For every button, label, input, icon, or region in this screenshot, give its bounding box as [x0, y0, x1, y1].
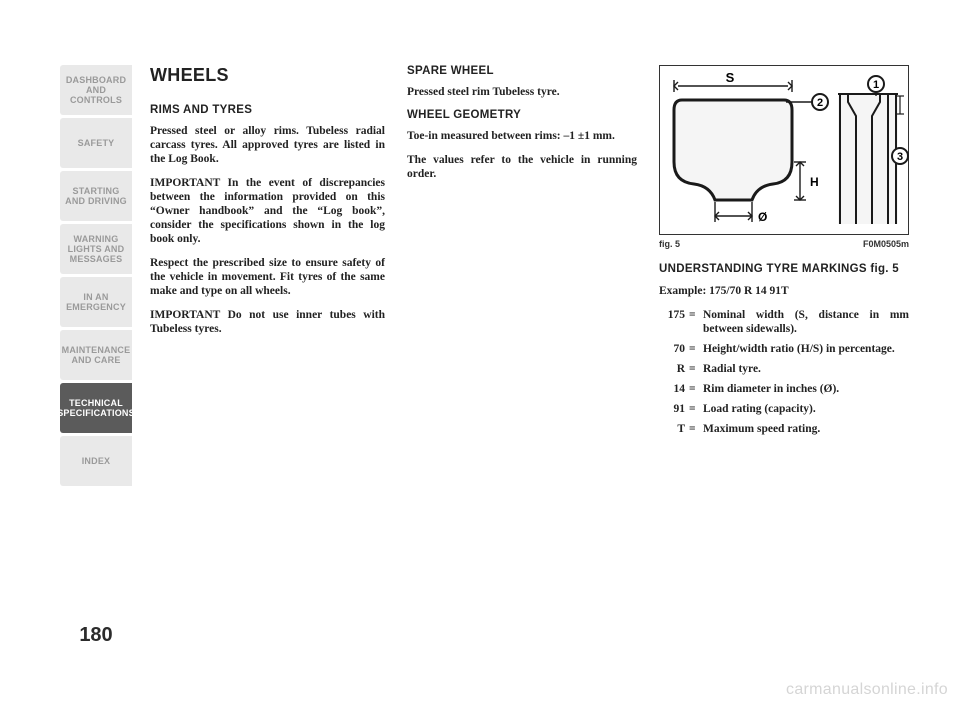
paragraph-important: IMPORTANT In the event of discrepancies …	[150, 176, 385, 246]
def-text: Nominal width (S, distance in mm between…	[703, 308, 909, 336]
def-row: 14 = Rim diameter in inches (Ø).	[659, 382, 909, 396]
content: WHEELS RIMS AND TYRES Pressed steel or a…	[132, 65, 909, 655]
def-row: 70 = Height/width ratio (H/S) in percent…	[659, 342, 909, 356]
paragraph: Pressed steel or alloy rims. Tubeless ra…	[150, 124, 385, 166]
label-n1: 1	[873, 79, 879, 91]
definition-list: 175 = Nominal width (S, distance in mm b…	[659, 308, 909, 436]
def-eq: =	[689, 308, 703, 336]
label-s: S	[726, 70, 735, 85]
column-2: SPARE WHEEL Pressed steel rim Tubeless t…	[407, 65, 637, 655]
paragraph: Respect the prescribed size to ensure sa…	[150, 256, 385, 298]
def-term: T	[659, 422, 689, 436]
figure-tyre-markings: S H Ø	[659, 65, 909, 235]
tab-label: MAINTENANCEAND CARE	[62, 345, 131, 365]
label-n2: 2	[817, 97, 823, 109]
def-eq: =	[689, 422, 703, 436]
tab-in-an-emergency[interactable]: IN ANEMERGENCY	[60, 277, 132, 327]
def-text: Height/width ratio (H/S) in percentage.	[703, 342, 909, 356]
paragraph-important: IMPORTANT Do not use inner tubes with Tu…	[150, 308, 385, 336]
paragraph: Toe-in measured between rims: –1 ±1 mm.	[407, 129, 637, 143]
def-row: 175 = Nominal width (S, distance in mm b…	[659, 308, 909, 336]
def-row: T = Maximum speed rating.	[659, 422, 909, 436]
page-number-box: 180	[60, 615, 132, 655]
def-row: 91 = Load rating (capacity).	[659, 402, 909, 416]
tab-label: TECHNICALSPECIFICATIONS	[57, 398, 135, 418]
tab-warning-lights-and-messages[interactable]: WARNINGLIGHTS ANDMESSAGES	[60, 224, 132, 274]
tab-label: STARTINGAND DRIVING	[65, 186, 127, 206]
heading-wheels: WHEELS	[150, 65, 385, 86]
def-text: Rim diameter in inches (Ø).	[703, 382, 909, 396]
def-row: R = Radial tyre.	[659, 362, 909, 376]
subheading-wheel-geometry: WHEEL GEOMETRY	[407, 109, 637, 121]
def-text: Load rating (capacity).	[703, 402, 909, 416]
figure-caption-left: fig. 5	[659, 239, 680, 249]
tab-label: WARNINGLIGHTS ANDMESSAGES	[68, 234, 125, 264]
tab-label: DASHBOARDAND CONTROLS	[60, 75, 132, 105]
def-eq: =	[689, 342, 703, 356]
paragraph: Pressed steel rim Tubeless tyre.	[407, 85, 637, 99]
column-1: WHEELS RIMS AND TYRES Pressed steel or a…	[150, 65, 385, 655]
tyre-diagram-svg: S H Ø	[660, 66, 910, 236]
tab-safety[interactable]: SAFETY	[60, 118, 132, 168]
def-term: 70	[659, 342, 689, 356]
label-h: H	[810, 175, 819, 189]
tab-starting-and-driving[interactable]: STARTINGAND DRIVING	[60, 171, 132, 221]
label-phi: Ø	[758, 210, 767, 224]
subheading-spare-wheel: SPARE WHEEL	[407, 65, 637, 77]
def-term: R	[659, 362, 689, 376]
figure-caption: fig. 5 F0M0505m	[659, 239, 909, 249]
tab-technical-specifications[interactable]: TECHNICALSPECIFICATIONS	[60, 383, 132, 433]
def-eq: =	[689, 362, 703, 376]
tab-label: SAFETY	[78, 138, 115, 148]
def-term: 175	[659, 308, 689, 336]
tab-maintenance-and-care[interactable]: MAINTENANCEAND CARE	[60, 330, 132, 380]
def-eq: =	[689, 402, 703, 416]
rim-section	[838, 94, 898, 224]
tab-label: INDEX	[82, 456, 111, 466]
tab-label: IN ANEMERGENCY	[66, 292, 126, 312]
page: DASHBOARDAND CONTROLS SAFETY STARTINGAND…	[60, 65, 900, 655]
subheading-understanding-tyre-markings: UNDERSTANDING TYRE MARKINGS fig. 5	[659, 263, 909, 276]
column-3: S H Ø	[659, 65, 909, 655]
def-eq: =	[689, 382, 703, 396]
figure-caption-right: F0M0505m	[863, 239, 909, 249]
label-n3: 3	[897, 151, 903, 163]
def-term: 91	[659, 402, 689, 416]
tab-index[interactable]: INDEX	[60, 436, 132, 486]
watermark: carmanualsonline.info	[786, 681, 948, 699]
def-text: Maximum speed rating.	[703, 422, 909, 436]
page-number: 180	[79, 624, 112, 647]
def-term: 14	[659, 382, 689, 396]
sidebar-tabs: DASHBOARDAND CONTROLS SAFETY STARTINGAND…	[60, 65, 132, 655]
tab-dashboard-and-controls[interactable]: DASHBOARDAND CONTROLS	[60, 65, 132, 115]
example-label: Example: 175/70 R 14 91T	[659, 284, 909, 298]
paragraph: The values refer to the vehicle in runni…	[407, 153, 637, 181]
def-text: Radial tyre.	[703, 362, 909, 376]
subheading-rims-and-tyres: RIMS AND TYRES	[150, 104, 385, 116]
